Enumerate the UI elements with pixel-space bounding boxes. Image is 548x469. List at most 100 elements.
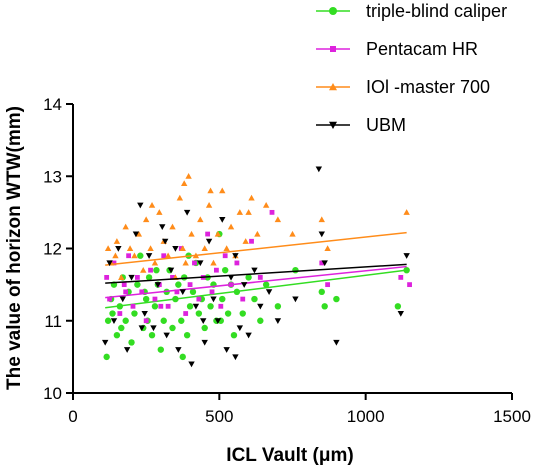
data-point [151, 303, 159, 310]
data-point [236, 325, 244, 332]
data-point [101, 339, 109, 346]
data-point [257, 303, 264, 310]
data-point [262, 281, 270, 288]
data-point [249, 238, 254, 244]
legend-marker [330, 46, 336, 52]
y-axis-label: The value of horizon WTW(mm) [4, 106, 25, 390]
legend-marker [329, 83, 337, 91]
data-point [117, 311, 123, 316]
data-point [172, 245, 179, 252]
data-point [183, 332, 191, 339]
data-point [192, 303, 200, 310]
data-point [131, 252, 138, 259]
data-point [134, 281, 141, 288]
data-point [128, 274, 135, 281]
data-point [214, 267, 219, 273]
data-point [257, 317, 264, 324]
axes: 0 500 1000 1500 10 11 12 13 14 [43, 95, 531, 426]
data-point [126, 253, 132, 259]
data-point [325, 282, 331, 288]
data-point [175, 347, 182, 353]
data-point [188, 230, 195, 237]
data-point [143, 318, 149, 324]
data-point [221, 266, 229, 274]
data-point [319, 260, 325, 266]
data-point [318, 288, 325, 296]
data-point [112, 252, 119, 259]
y-tick-label: 13 [43, 167, 62, 186]
data-point [318, 216, 325, 223]
data-point [207, 303, 214, 310]
trend-line [105, 269, 407, 309]
data-point [145, 253, 153, 259]
data-point [163, 332, 170, 339]
data-point [219, 295, 226, 303]
data-point [407, 282, 412, 288]
data-point [197, 216, 204, 223]
data-point [245, 332, 252, 339]
data-point [240, 296, 246, 302]
legend-entry: Pentacam HR [316, 39, 478, 59]
data-point [241, 282, 248, 288]
series-ubm [101, 166, 410, 368]
data-point [207, 187, 214, 194]
data-point [128, 339, 135, 346]
data-point [104, 275, 110, 280]
data-point [138, 325, 145, 332]
data-point [142, 216, 150, 223]
data-point [156, 209, 163, 215]
data-point [169, 324, 176, 332]
legend-label: Pentacam HR [366, 39, 478, 59]
x-tick-label: 500 [205, 407, 233, 426]
data-point [292, 266, 299, 274]
data-point [236, 209, 244, 215]
data-point [230, 332, 238, 339]
data-point [205, 238, 213, 245]
data-point [214, 318, 222, 324]
data-point [333, 295, 340, 303]
data-point [118, 274, 125, 280]
data-point [254, 230, 261, 237]
data-point [106, 260, 113, 267]
data-point [179, 245, 186, 252]
data-point [200, 318, 207, 324]
data-point [141, 310, 148, 317]
data-point [134, 275, 140, 280]
trend-line [105, 231, 407, 266]
data-point [321, 260, 328, 267]
data-point [403, 209, 410, 215]
data-point [126, 245, 134, 252]
data-point [135, 230, 143, 237]
data-point [139, 289, 145, 295]
data-point [152, 296, 158, 302]
data-point [196, 296, 202, 302]
data-point [189, 288, 197, 296]
data-point [145, 274, 153, 281]
data-point [251, 267, 258, 274]
data-point [315, 166, 323, 173]
data-point [175, 281, 182, 288]
y-tick-label: 10 [43, 384, 62, 403]
data-point [161, 238, 169, 245]
data-point [251, 295, 258, 303]
data-point [321, 303, 328, 310]
data-point [210, 259, 217, 266]
data-point [232, 354, 239, 361]
data-point [265, 289, 273, 296]
data-point [274, 216, 282, 223]
data-point [121, 282, 127, 288]
data-point [274, 303, 282, 310]
data-point [123, 289, 129, 295]
data-point [167, 267, 175, 274]
data-point [234, 260, 240, 266]
data-point [227, 274, 235, 281]
y-tick-label: 12 [43, 240, 62, 259]
data-point [158, 303, 164, 309]
data-point [245, 209, 252, 215]
data-point [160, 317, 167, 324]
data-point [150, 325, 157, 332]
data-point [318, 231, 325, 238]
data-point [157, 346, 164, 353]
legend-label: IOl -master 700 [366, 77, 490, 97]
data-point [151, 259, 159, 266]
